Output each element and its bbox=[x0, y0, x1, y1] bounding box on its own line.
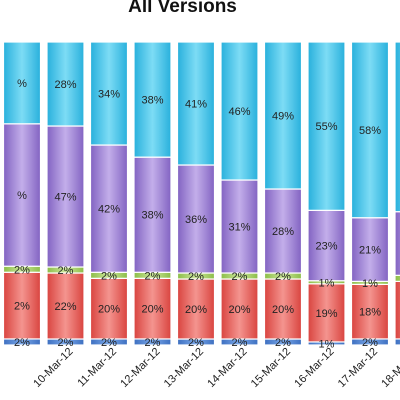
data-label: 2% bbox=[145, 337, 161, 349]
x-tick-label: 11-Mar-12 bbox=[75, 346, 119, 390]
bar-segment bbox=[89, 277, 129, 340]
bar-segment bbox=[2, 271, 42, 340]
x-tick-label: 12-Mar-12 bbox=[118, 346, 162, 390]
data-label: 20% bbox=[228, 304, 250, 316]
data-label: 2% bbox=[275, 271, 291, 283]
x-tick-label: 13-Mar-12 bbox=[162, 346, 206, 390]
bar-segment bbox=[263, 41, 303, 190]
x-tick-label: 18-Mar-12 bbox=[379, 346, 400, 390]
data-label: 2% bbox=[58, 337, 74, 349]
data-label: 42% bbox=[98, 204, 120, 216]
bar-segment bbox=[2, 41, 42, 125]
bar-segment bbox=[394, 211, 400, 276]
data-label: 18% bbox=[359, 307, 381, 319]
data-label: 19% bbox=[315, 308, 337, 320]
data-label: 2% bbox=[275, 337, 291, 349]
x-tick-label: 15-Mar-12 bbox=[249, 346, 293, 390]
data-label: 47% bbox=[54, 192, 76, 204]
data-label: 1% bbox=[319, 338, 335, 350]
data-label: 23% bbox=[315, 241, 337, 253]
data-label: 2% bbox=[101, 337, 117, 349]
data-label: % bbox=[17, 190, 27, 202]
bar-segment bbox=[133, 41, 172, 158]
x-tick-label: 16-Mar-12 bbox=[292, 346, 336, 390]
bar-segment bbox=[220, 41, 259, 181]
bar-segment bbox=[46, 125, 85, 268]
bar-segment bbox=[46, 41, 85, 127]
bar-segment bbox=[350, 41, 390, 219]
bar-segment bbox=[89, 41, 129, 146]
data-label: 55% bbox=[315, 121, 337, 133]
data-label: 46% bbox=[228, 106, 250, 118]
bar-segment bbox=[394, 41, 400, 213]
data-label: 2% bbox=[101, 270, 117, 282]
data-label: 20% bbox=[141, 304, 163, 316]
bar-segment bbox=[263, 278, 303, 340]
bar-segment bbox=[394, 274, 400, 282]
x-tick-label: 14-Mar-12 bbox=[205, 346, 249, 390]
x-tick-label: 17-Mar-12 bbox=[336, 346, 380, 390]
chart-title: All Versions bbox=[128, 0, 237, 17]
data-label: 34% bbox=[98, 89, 120, 101]
data-label: 2% bbox=[145, 270, 161, 282]
data-label: 49% bbox=[272, 111, 294, 123]
data-label: 38% bbox=[141, 210, 163, 222]
bar-segment bbox=[394, 338, 400, 346]
bar-segment bbox=[176, 164, 216, 274]
data-label: 1% bbox=[319, 277, 335, 289]
bar-segment bbox=[46, 272, 85, 340]
data-label: 2% bbox=[232, 337, 248, 349]
data-label: 28% bbox=[54, 79, 76, 91]
data-label: 38% bbox=[141, 95, 163, 107]
data-label: 2% bbox=[188, 271, 204, 283]
data-label: 2% bbox=[232, 271, 248, 283]
bar-segment bbox=[133, 156, 172, 273]
data-label: 2% bbox=[14, 264, 30, 276]
x-tick-label: 10-Mar-12 bbox=[31, 346, 75, 390]
bar-segment bbox=[350, 217, 390, 282]
bar-segment bbox=[2, 123, 42, 267]
data-label: 20% bbox=[185, 304, 207, 316]
data-label: 2% bbox=[362, 337, 378, 349]
data-label: 2% bbox=[188, 337, 204, 349]
data-label: 21% bbox=[359, 245, 381, 257]
bar-segment bbox=[307, 283, 346, 343]
bar-segment bbox=[307, 41, 346, 211]
data-label: 2% bbox=[14, 337, 30, 349]
bar-segment bbox=[307, 209, 346, 282]
data-label: 20% bbox=[98, 304, 120, 316]
data-label: 22% bbox=[54, 301, 76, 313]
data-label: 58% bbox=[359, 125, 381, 137]
data-label: 36% bbox=[185, 214, 207, 226]
bar-segment bbox=[394, 280, 400, 340]
data-label: 20% bbox=[272, 304, 294, 316]
data-label: 2% bbox=[58, 265, 74, 277]
data-label: 31% bbox=[228, 222, 250, 234]
bar-segment bbox=[263, 188, 303, 274]
data-label: 2% bbox=[14, 301, 30, 313]
data-label: 41% bbox=[185, 99, 207, 111]
data-label: % bbox=[17, 78, 27, 90]
bar-segment bbox=[176, 41, 216, 166]
data-label: 28% bbox=[272, 226, 294, 238]
data-label: 1% bbox=[362, 278, 378, 290]
